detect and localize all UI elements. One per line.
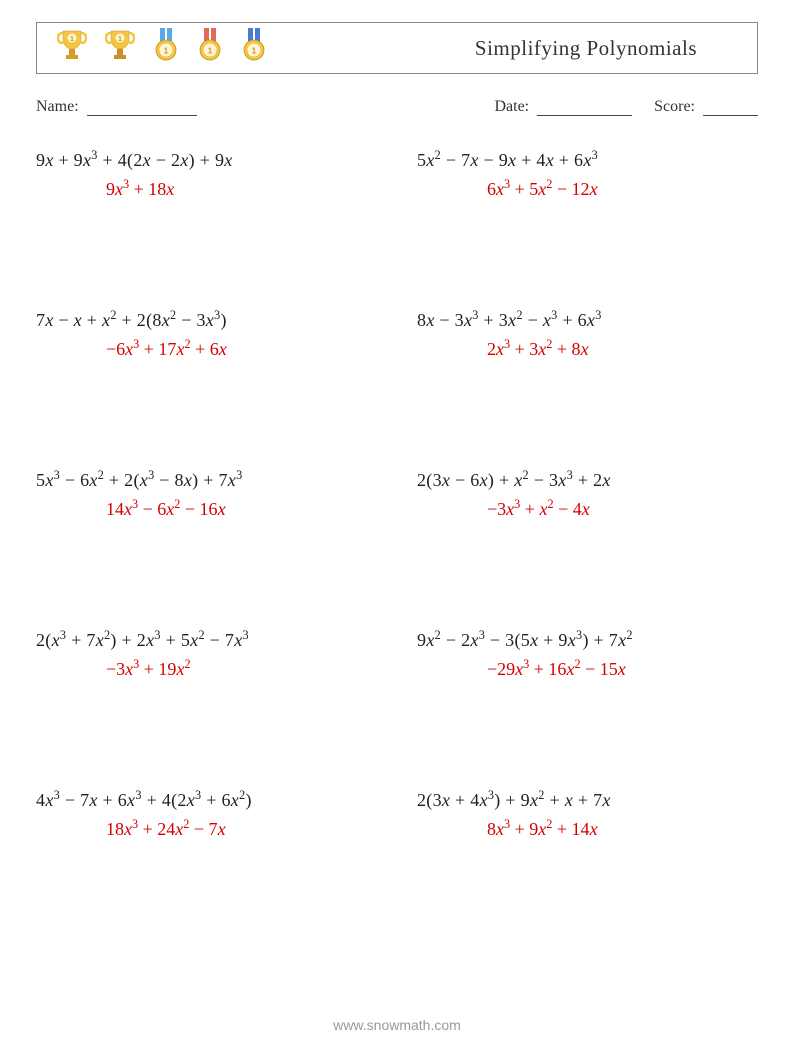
medal-gold-icon: 1 [153, 28, 179, 69]
problem-expression: 5x3 − 6x2 + 2(x3 − 8x) + 7x3 [36, 470, 377, 491]
problem-expression: 7x − x + x2 + 2(8x2 − 3x3) [36, 310, 377, 331]
name-label: Name: [36, 98, 79, 115]
svg-text:1: 1 [252, 46, 257, 55]
problem-answer: 6x3 + 5x2 − 12x [417, 179, 758, 200]
date-field: Date: [494, 98, 632, 116]
problem-7: 2(x3 + 7x2) + 2x3 + 5x2 − 7x3 −3x3 + 19x2 [36, 630, 377, 680]
problem-5: 5x3 − 6x2 + 2(x3 − 8x) + 7x3 14x3 − 6x2 −… [36, 470, 377, 520]
medal-row: 1 1 1 1 1 [57, 28, 267, 69]
name-blank[interactable] [87, 115, 197, 116]
problem-answer: 18x3 + 24x2 − 7x [36, 819, 377, 840]
info-row: Name: Date: Score: [36, 98, 758, 116]
problem-answer: 2x3 + 3x2 + 8x [417, 339, 758, 360]
problem-expression: 9x2 − 2x3 − 3(5x + 9x3) + 7x2 [417, 630, 758, 651]
problem-9: 4x3 − 7x + 6x3 + 4(2x3 + 6x2) 18x3 + 24x2… [36, 790, 377, 840]
name-field: Name: [36, 98, 197, 116]
worksheet-title: Simplifying Polynomials [475, 36, 737, 61]
problem-expression: 4x3 − 7x + 6x3 + 4(2x3 + 6x2) [36, 790, 377, 811]
problem-expression: 5x2 − 7x − 9x + 4x + 6x3 [417, 150, 758, 171]
problem-2: 5x2 − 7x − 9x + 4x + 6x3 6x3 + 5x2 − 12x [417, 150, 758, 200]
date-label: Date: [494, 98, 529, 115]
medal-gold-red-icon: 1 [197, 28, 223, 69]
problem-8: 9x2 − 2x3 − 3(5x + 9x3) + 7x2 −29x3 + 16x… [417, 630, 758, 680]
problem-expression: 2(3x − 6x) + x2 − 3x3 + 2x [417, 470, 758, 491]
problem-answer: 14x3 − 6x2 − 16x [36, 499, 377, 520]
problem-expression: 2(x3 + 7x2) + 2x3 + 5x2 − 7x3 [36, 630, 377, 651]
svg-text:1: 1 [70, 36, 74, 43]
problem-answer: −3x3 + x2 − 4x [417, 499, 758, 520]
problem-answer: 9x3 + 18x [36, 179, 377, 200]
date-blank[interactable] [537, 115, 632, 116]
header-box: 1 1 1 1 1 Simplifying [36, 22, 758, 74]
problem-answer: −3x3 + 19x2 [36, 659, 377, 680]
problem-10: 2(3x + 4x3) + 9x2 + x + 7x 8x3 + 9x2 + 14… [417, 790, 758, 840]
svg-text:1: 1 [118, 36, 122, 43]
score-label: Score: [654, 98, 695, 115]
problem-answer: −6x3 + 17x2 + 6x [36, 339, 377, 360]
trophy-gold-icon: 1 [57, 29, 87, 68]
problem-1: 9x + 9x3 + 4(2x − 2x) + 9x 9x3 + 18x [36, 150, 377, 200]
problem-expression: 8x − 3x3 + 3x2 − x3 + 6x3 [417, 310, 758, 331]
medal-gold-blue-icon: 1 [241, 28, 267, 69]
score-field: Score: [654, 98, 758, 116]
trophy-gold-tall-icon: 1 [105, 29, 135, 68]
problems-grid: 9x + 9x3 + 4(2x − 2x) + 9x 9x3 + 18x 5x2 −… [36, 150, 758, 840]
problem-4: 8x − 3x3 + 3x2 − x3 + 6x3 2x3 + 3x2 + 8x [417, 310, 758, 360]
problem-answer: −29x3 + 16x2 − 15x [417, 659, 758, 680]
svg-text:1: 1 [164, 46, 169, 55]
svg-text:1: 1 [208, 46, 213, 55]
worksheet-page: 1 1 1 1 1 Simplifying [0, 0, 794, 840]
score-blank[interactable] [703, 115, 758, 116]
problem-6: 2(3x − 6x) + x2 − 3x3 + 2x −3x3 + x2 − 4x [417, 470, 758, 520]
problem-expression: 9x + 9x3 + 4(2x − 2x) + 9x [36, 150, 377, 171]
problem-3: 7x − x + x2 + 2(8x2 − 3x3) −6x3 + 17x2 + … [36, 310, 377, 360]
problem-answer: 8x3 + 9x2 + 14x [417, 819, 758, 840]
footer-link: www.snowmath.com [0, 1017, 794, 1033]
problem-expression: 2(3x + 4x3) + 9x2 + x + 7x [417, 790, 758, 811]
